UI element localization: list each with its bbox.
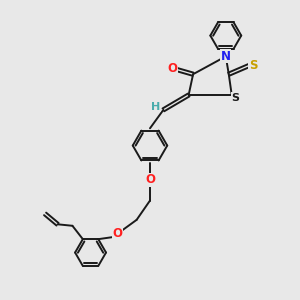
Text: H: H (151, 102, 160, 112)
Text: O: O (145, 173, 155, 186)
Text: O: O (167, 62, 177, 75)
Text: O: O (112, 227, 122, 240)
Text: S: S (231, 93, 239, 103)
Text: S: S (249, 59, 257, 72)
Text: N: N (221, 50, 231, 63)
